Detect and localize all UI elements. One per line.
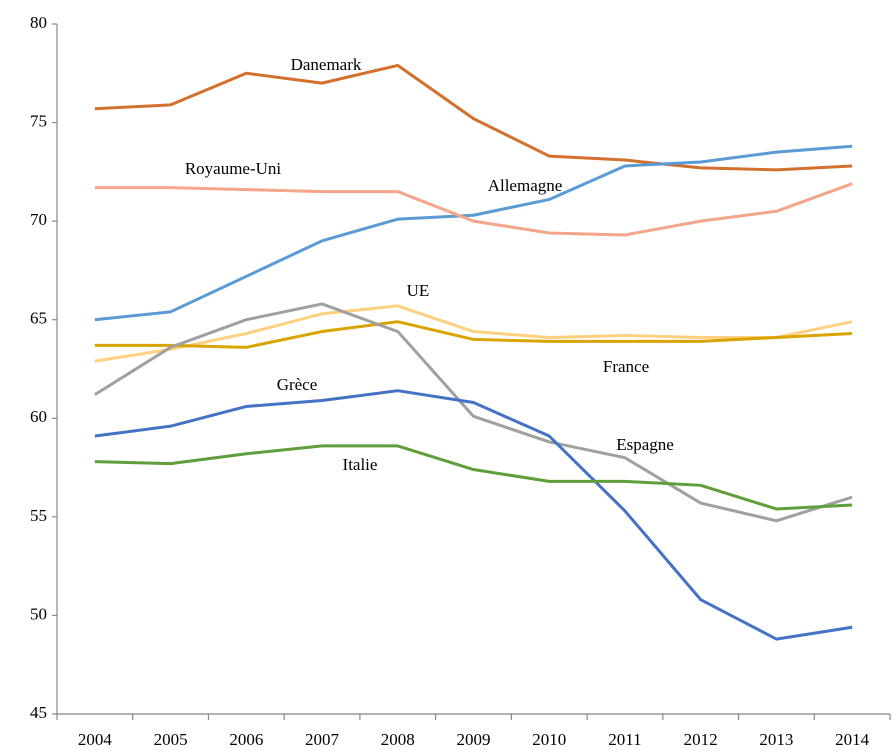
x-tick-label: 2014 [835,730,870,749]
y-tick-label: 80 [30,13,47,32]
y-tick-label: 45 [30,703,47,722]
series-label: Espagne [616,435,674,454]
x-tick-label: 2010 [532,730,566,749]
x-tick-label: 2008 [381,730,415,749]
series-label: Grèce [277,375,318,394]
y-tick-label: 50 [30,604,47,623]
y-tick-label: 65 [30,309,47,328]
series-label: UE [407,281,430,300]
x-tick-label: 2012 [684,730,718,749]
series-line [94,182,853,237]
x-tick-label: 2006 [229,730,263,749]
x-tick-label: 2013 [759,730,793,749]
series-line [94,302,853,523]
series-label: Danemark [291,55,362,74]
y-tick-label: 75 [30,111,47,130]
series-line [94,389,853,641]
y-tick-label: 60 [30,407,47,426]
y-tick-label: 70 [30,210,47,229]
series-label: Italie [343,455,378,474]
series-label: France [603,357,649,376]
series-label: Allemagne [488,176,563,195]
x-tick-label: 2009 [457,730,491,749]
x-tick-label: 2011 [608,730,641,749]
series-line [94,320,853,349]
series-label: Royaume-Uni [185,159,282,178]
series-line [94,304,853,363]
series-line [94,63,853,172]
series-line [94,444,853,511]
y-tick-label: 55 [30,506,47,525]
x-tick-label: 2004 [78,730,113,749]
series-line [94,144,853,322]
x-tick-label: 2005 [154,730,188,749]
x-tick-label: 2007 [305,730,340,749]
